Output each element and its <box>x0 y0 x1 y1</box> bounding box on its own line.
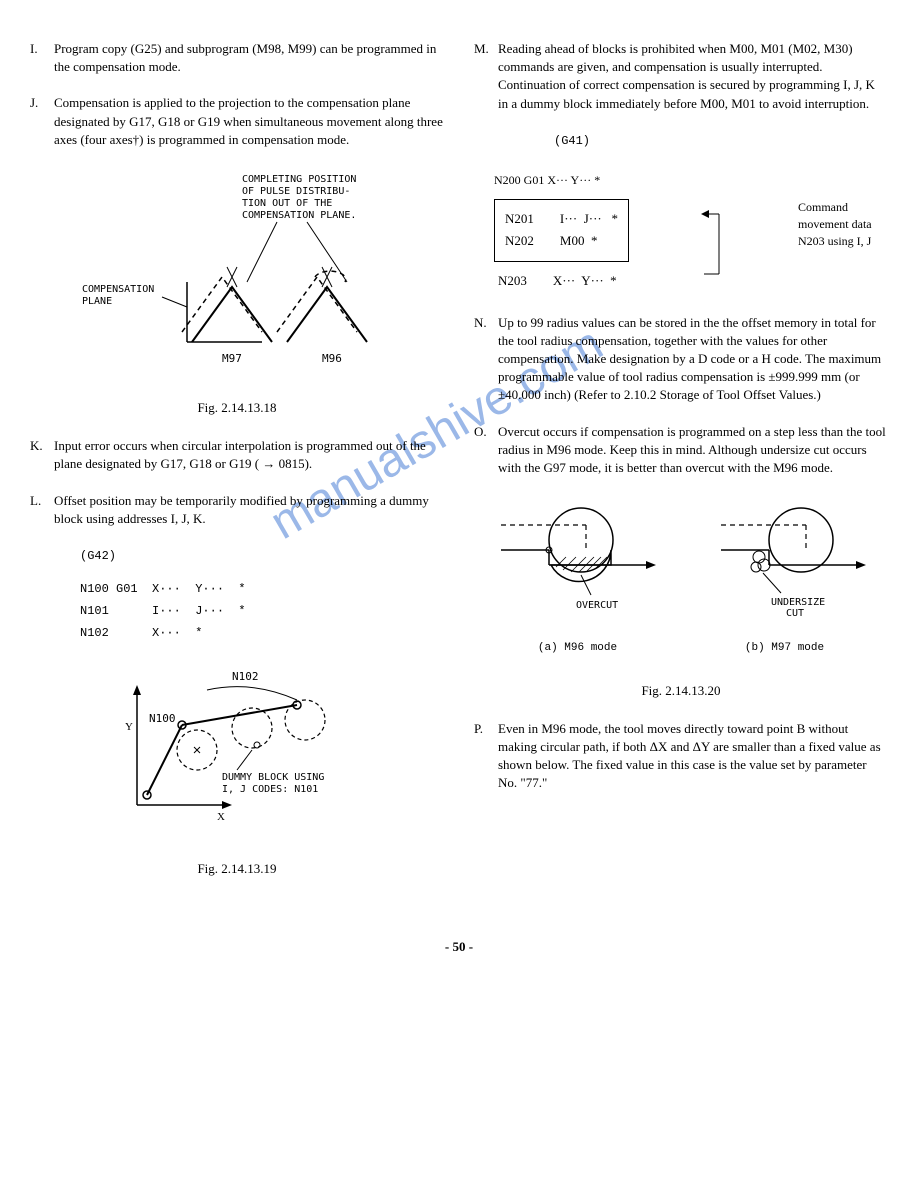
fig-19-diagram: Y X N102 N100 <box>30 660 444 878</box>
item-text: Offset position may be temporarily modif… <box>54 492 444 528</box>
item-text: Even in M96 mode, the tool moves directl… <box>498 720 888 793</box>
item-n: N. Up to 99 radius values can be stored … <box>474 314 888 405</box>
item-l: L. Offset position may be temporarily mo… <box>30 492 444 528</box>
item-label: K. <box>30 437 54 473</box>
item-text: Program copy (G25) and subprogram (M98, … <box>54 40 444 76</box>
item-text: Reading ahead of blocks is prohibited wh… <box>498 40 888 113</box>
n201-row: N201 I··· J··· * <box>505 210 618 228</box>
item-j: J. Compensation is applied to the projec… <box>30 94 444 149</box>
n203-row: N203 X··· Y··· * <box>498 272 629 290</box>
fig19-n102: N102 <box>232 670 259 683</box>
fig18-m96: M96 <box>322 352 342 365</box>
code-line: N101 I··· J··· * <box>80 601 444 623</box>
fig-20-diagram: OVERCUT UNDERSIZE CUT <box>474 495 888 700</box>
page-number: - 50 - <box>30 938 888 956</box>
item-text: Input error occurs when circular interpo… <box>54 437 444 473</box>
item-k: K. Input error occurs when circular inte… <box>30 437 444 473</box>
fig18-left-label: COMPENSATION PLANE <box>82 284 160 307</box>
item-label: M. <box>474 40 498 113</box>
fig-20-svg: OVERCUT UNDERSIZE CUT <box>481 495 881 635</box>
item-label: L. <box>30 492 54 528</box>
right-column: M. Reading ahead of blocks is prohibited… <box>474 40 888 898</box>
boxed-block: N201 I··· J··· * N202 M00 * <box>494 199 629 261</box>
left-column: I. Program copy (G25) and subprogram (M9… <box>30 40 444 898</box>
page-columns: I. Program copy (G25) and subprogram (M9… <box>30 40 888 898</box>
fig-19-svg: Y X N102 N100 <box>87 660 387 830</box>
fig19-n100: N100 <box>149 712 176 725</box>
g42-label: (G42) <box>80 546 444 568</box>
item-label: I. <box>30 40 54 76</box>
item-m: M. Reading ahead of blocks is prohibited… <box>474 40 888 113</box>
mode-labels: (a) M96 mode (b) M97 mode <box>474 641 888 656</box>
overcut-label: OVERCUT <box>576 600 618 611</box>
item-o: O. Overcut occurs if compensation is pro… <box>474 423 888 478</box>
code-block-left: N100 G01 X··· Y··· * N101 I··· J··· * N1… <box>80 579 444 644</box>
item-text: Compensation is applied to the projectio… <box>54 94 444 149</box>
fig-18-svg: COMPLETING POSITION OF PULSE DISTRIBU- T… <box>67 167 407 387</box>
item-label: N. <box>474 314 498 405</box>
item-label: P. <box>474 720 498 793</box>
code-line: N100 G01 X··· Y··· * <box>80 579 444 601</box>
item-i: I. Program copy (G25) and subprogram (M9… <box>30 40 444 76</box>
arrow-bracket <box>699 199 729 289</box>
code-line: N102 X··· * <box>80 623 444 645</box>
n200-line: N200 G01 X··· Y··· * <box>494 172 888 189</box>
fig-18-caption: Fig. 2.14.13.18 <box>30 399 444 417</box>
fig-20-caption: Fig. 2.14.13.20 <box>474 682 888 700</box>
y-axis-label: Y <box>125 721 133 733</box>
fig19-dummy: DUMMY BLOCK USING I, J CODES: N101 <box>222 772 330 795</box>
item-text: Overcut occurs if compensation is progra… <box>498 423 888 478</box>
undersize-label: UNDERSIZE CUT <box>771 597 831 619</box>
fig18-top-label: COMPLETING POSITION OF PULSE DISTRIBU- T… <box>242 174 362 221</box>
g41-label: (G41) <box>554 131 888 153</box>
item-label: J. <box>30 94 54 149</box>
command-table: N201 I··· J··· * N202 M00 * N203 X··· Y·… <box>494 199 888 294</box>
command-annotation: Command movement data N203 using I, J <box>798 199 888 249</box>
mode-b-label: (b) M97 mode <box>745 641 824 656</box>
fig-18-diagram: COMPLETING POSITION OF PULSE DISTRIBU- T… <box>30 167 444 417</box>
item-text: Up to 99 radius values can be stored in … <box>498 314 888 405</box>
n202-row: N202 M00 * <box>505 232 618 250</box>
fig-19-caption: Fig. 2.14.13.19 <box>30 860 444 878</box>
item-p: P. Even in M96 mode, the tool moves dire… <box>474 720 888 793</box>
item-label: O. <box>474 423 498 478</box>
x-axis-label: X <box>217 811 225 823</box>
fig18-m97: M97 <box>222 352 242 365</box>
mode-a-label: (a) M96 mode <box>538 641 617 656</box>
